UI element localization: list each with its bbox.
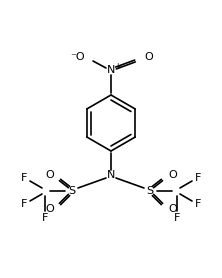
Text: F: F: [42, 213, 48, 223]
Text: N: N: [107, 170, 115, 180]
Text: ⁻O: ⁻O: [70, 52, 85, 62]
Text: F: F: [21, 173, 27, 183]
Text: F: F: [195, 173, 201, 183]
Text: +: +: [114, 61, 120, 71]
Text: F: F: [21, 199, 27, 209]
Text: S: S: [68, 186, 75, 196]
Text: N: N: [107, 65, 115, 75]
Text: O: O: [168, 170, 177, 180]
Text: S: S: [147, 186, 154, 196]
Text: O: O: [45, 170, 54, 180]
Text: F: F: [174, 213, 180, 223]
Text: O: O: [144, 52, 153, 62]
Text: O: O: [45, 204, 54, 214]
Text: F: F: [195, 199, 201, 209]
Text: O: O: [168, 204, 177, 214]
